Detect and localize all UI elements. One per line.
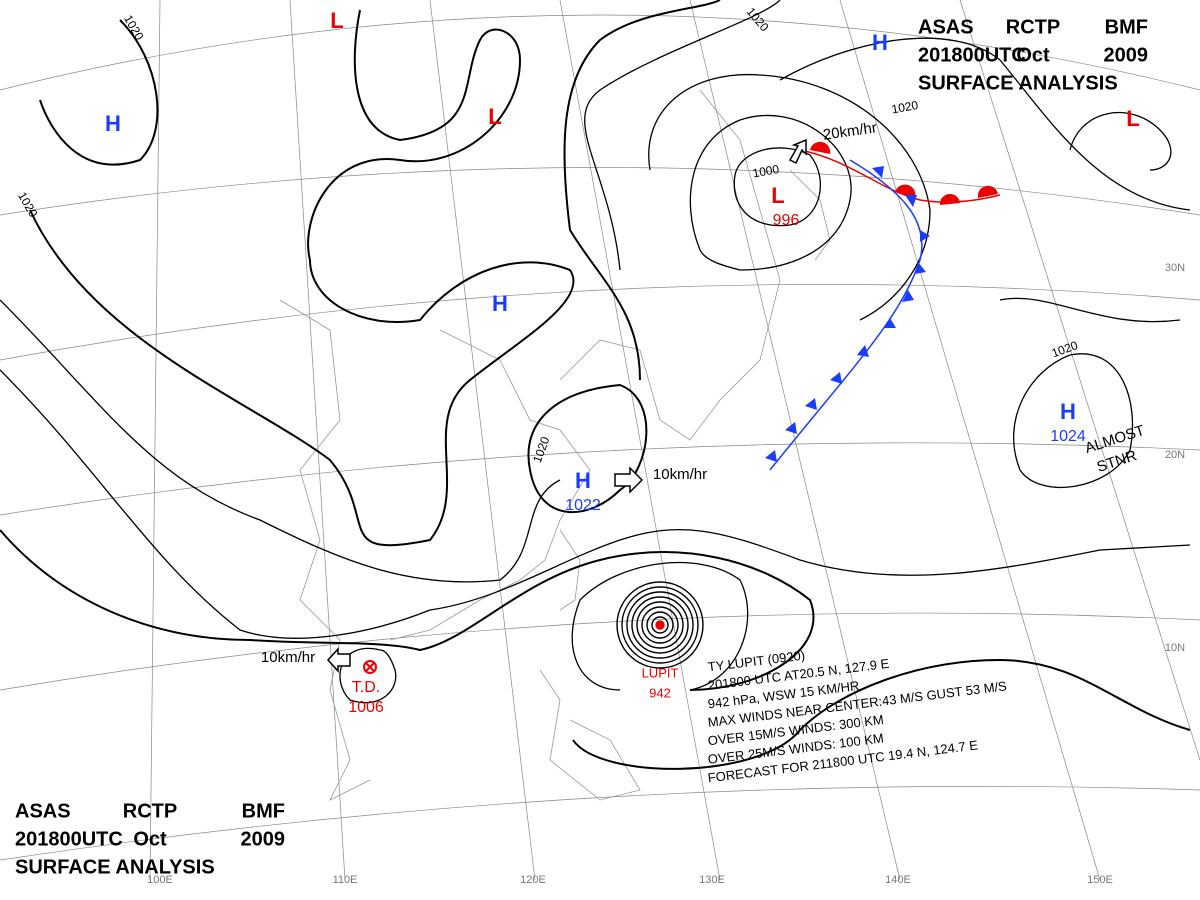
title-text: SURFACE ANALYSIS (15, 856, 215, 878)
isobar-label: 1000 (751, 162, 780, 180)
pressure-center-symbol: T.D. (352, 679, 380, 696)
typhoon-rings (616, 581, 704, 669)
title-text: BMF (1105, 16, 1148, 38)
pressure-center-symbol: L (771, 183, 784, 208)
pressure-center-value: 1006 (348, 699, 384, 716)
pressure-center-value: 996 (773, 212, 800, 229)
pressure-center-symbol: H (575, 468, 591, 493)
title-text: RCTP (1006, 16, 1060, 38)
longitude-label: 100E (147, 874, 173, 886)
latitude-label: 30N (1165, 262, 1185, 274)
title-text: BMF (242, 800, 285, 822)
motion-label: 10km/hr (261, 649, 315, 666)
pressure-center-symbol: H (872, 30, 888, 55)
title-text: ASAS (15, 800, 71, 822)
longitude-label: 110E (333, 874, 358, 886)
title-text: RCTP (123, 800, 177, 822)
fronts (765, 141, 1001, 471)
longitude-label: 130E (699, 874, 725, 886)
title-text: ASAS (918, 16, 974, 38)
title-text: SURFACE ANALYSIS (918, 72, 1118, 94)
longitude-label: 120E (520, 874, 546, 886)
title-text: Oct (1016, 44, 1050, 66)
title-text: 2009 (1104, 44, 1149, 66)
pressure-center-value: 1022 (565, 497, 601, 514)
pressure-center-symbol: H (1060, 399, 1076, 424)
isobars (0, 0, 1191, 770)
title-text: 2009 (241, 828, 286, 850)
graticule (0, 0, 1200, 881)
title-text: 201800UTC (918, 44, 1026, 66)
pressure-center-symbol: H (492, 291, 508, 316)
pressure-center-symbol: L (488, 104, 501, 129)
motion-arrows (326, 138, 807, 673)
td-symbol (363, 660, 377, 674)
pressure-center-value: 1024 (1050, 428, 1086, 445)
motion-label: 10km/hr (653, 466, 707, 483)
pressure-center-symbol: H (105, 111, 121, 136)
latitude-label: 10N (1165, 642, 1185, 654)
latitude-label: 20N (1165, 449, 1185, 461)
longitude-label: 140E (885, 874, 911, 886)
pressure-center-value: 942 (649, 685, 671, 700)
title-text: 201800UTC (15, 828, 123, 850)
pressure-center-symbol: L (1126, 106, 1139, 131)
longitude-label: 150E (1087, 874, 1113, 886)
pressure-center-symbol: LUPIT (642, 665, 679, 680)
title-text: Oct (133, 828, 167, 850)
coastlines (279, 89, 831, 801)
isobar-label: 1020 (890, 98, 919, 116)
pressure-center-symbol: L (330, 8, 343, 33)
